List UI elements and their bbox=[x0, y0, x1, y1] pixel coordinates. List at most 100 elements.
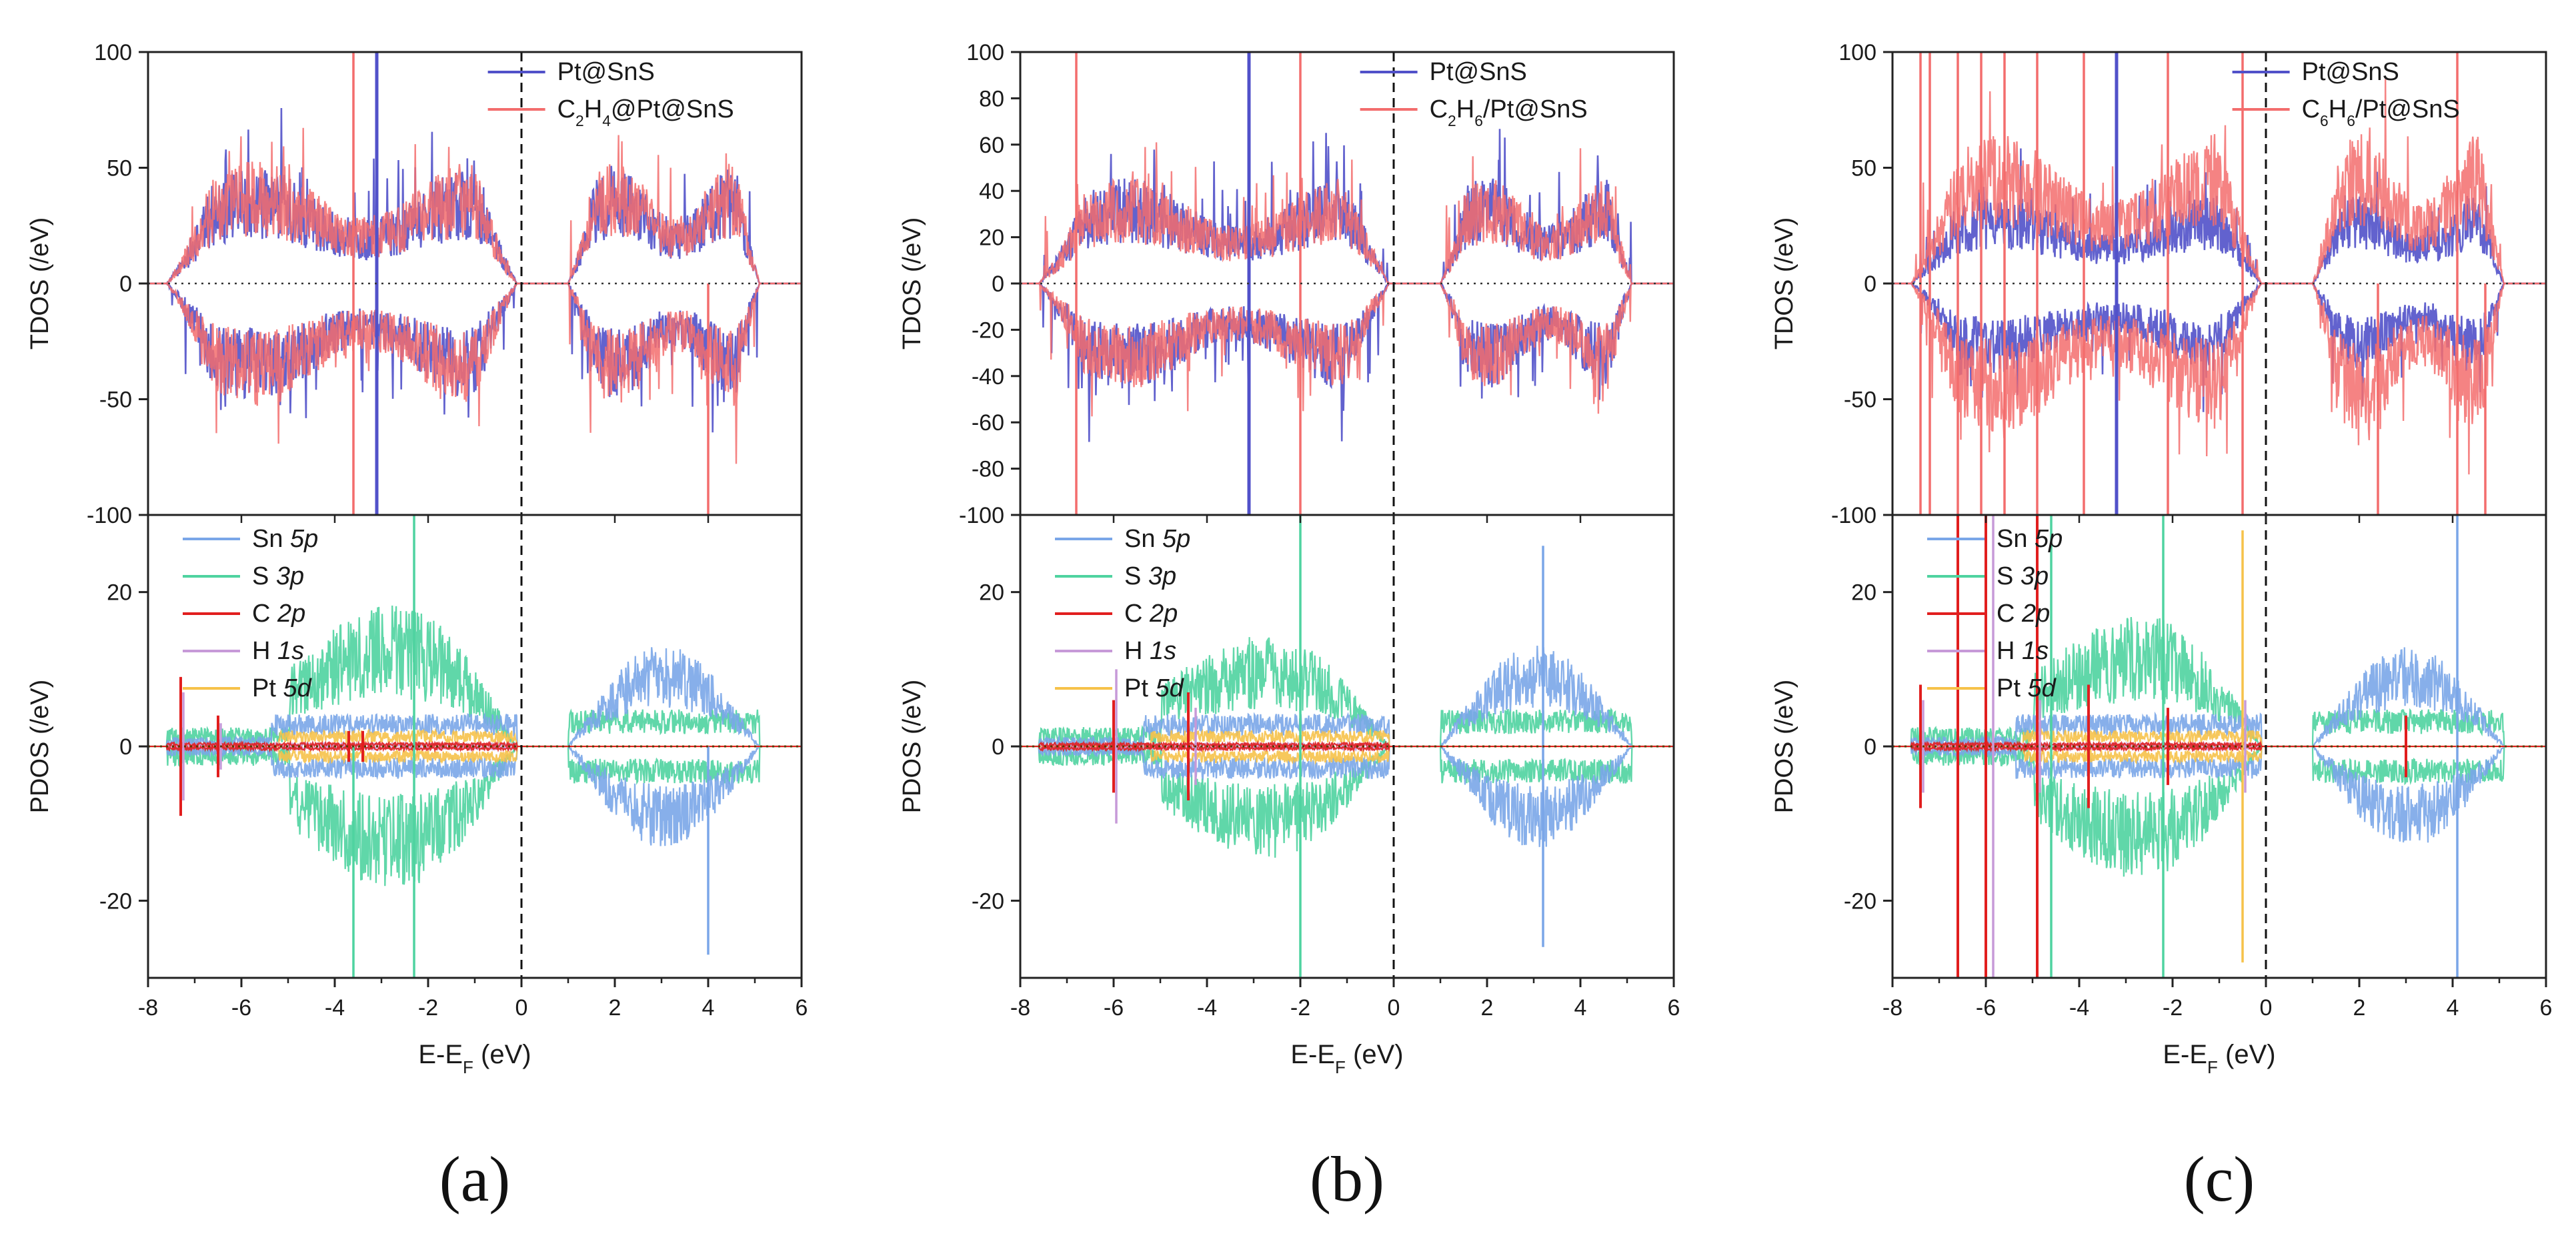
tdos-legend: Pt@SnS C2H4@Pt@SnS bbox=[487, 58, 734, 129]
pdos-legend-label-part-0: S bbox=[1997, 562, 2021, 590]
tdos-y-tick-label: -100 bbox=[959, 503, 1004, 528]
pdos-legend-label-part-1: 5d bbox=[1155, 674, 1184, 702]
x-tick-label: 0 bbox=[515, 995, 528, 1021]
pdos-line-s3p-spin-up bbox=[1020, 637, 1674, 748]
pdos-line-sn5p-spin-down bbox=[1892, 743, 2546, 843]
pdos-legend-label-part-1: 5d bbox=[2027, 674, 2057, 702]
pdos-curves bbox=[148, 515, 802, 978]
x-tick-label: -4 bbox=[2069, 995, 2089, 1021]
tdos-y-tick-label: 50 bbox=[1851, 156, 1876, 181]
tdos-axis-label: TDOS (/eV) bbox=[1770, 217, 1798, 350]
tdos-y-tick-label: -50 bbox=[1844, 388, 1876, 413]
tdos-legend-label-part-4: /Pt@SnS bbox=[2355, 95, 2460, 123]
pdos-line-sn5p-spin-up bbox=[148, 647, 802, 749]
tdos-legend-label: Pt@SnS bbox=[1430, 58, 1527, 86]
pdos-spikes bbox=[1919, 515, 2459, 978]
pdos-legend-label: Pt 5d bbox=[1997, 674, 2057, 702]
pdos-legend-label-part-1: 3p bbox=[276, 562, 304, 590]
tdos-line-pristine-spin-up bbox=[1892, 148, 2546, 285]
x-axis-label-part-1: F bbox=[1335, 1057, 1346, 1077]
pdos-y-tick-label: -20 bbox=[972, 888, 1004, 914]
pdos-legend-label-part-1: 3p bbox=[2021, 562, 2049, 590]
tdos-line-adsorbed-spin-up bbox=[1892, 79, 2546, 285]
tdos-legend-label: Pt@SnS bbox=[557, 58, 655, 86]
pdos-series-c2p bbox=[1020, 740, 1674, 753]
x-tick-label: 0 bbox=[1388, 995, 1400, 1021]
x-tick-label: -8 bbox=[138, 995, 158, 1021]
pdos-line-sn5p-spin-up bbox=[1020, 645, 1674, 749]
pdos-legend-label: S 3p bbox=[1124, 562, 1176, 590]
x-tick-label: 6 bbox=[2540, 995, 2553, 1021]
pdos-legend-label-part-0: S bbox=[1124, 562, 1148, 590]
pdos-y-tick-label: 20 bbox=[1851, 580, 1876, 606]
pdos-legend-label-part-1: 1s bbox=[1150, 637, 1176, 665]
pdos-line-c2p-spin-down bbox=[1892, 744, 2546, 753]
pdos-axis-label: PDOS (/eV) bbox=[1770, 680, 1798, 814]
pdos-legend-label: Sn 5p bbox=[1124, 525, 1190, 553]
x-axis-label: E-EF (eV) bbox=[2163, 1040, 2275, 1077]
tdos-series-adsorbed bbox=[1892, 79, 2546, 475]
x-axis-label-part-0: E-E bbox=[2163, 1040, 2207, 1069]
tdos-y-tick-label: -100 bbox=[1831, 503, 1876, 528]
tdos-series-pristine bbox=[148, 107, 802, 433]
x-tick-label: 0 bbox=[2260, 995, 2273, 1021]
pdos-legend-label-part-1: 2p bbox=[277, 600, 305, 628]
x-tick-label: 6 bbox=[796, 995, 808, 1021]
x-tick-label: -8 bbox=[1882, 995, 1902, 1021]
pdos-legend-label-part-1: 1s bbox=[277, 637, 304, 665]
axes: -8 -6 -4 -2 0 2 4 6100806040200-20-40-60-80-100… bbox=[898, 40, 1680, 1077]
tdos-legend: Pt@SnS C2H6/Pt@SnS bbox=[1360, 58, 1588, 129]
tdos-legend-label: C6H6/Pt@SnS bbox=[2302, 95, 2460, 129]
panel-letter: (a) bbox=[439, 1143, 511, 1215]
pdos-series-s3p bbox=[148, 605, 802, 886]
tdos-legend-label: C2H6/Pt@SnS bbox=[1430, 95, 1588, 129]
pdos-legend-label: H 1s bbox=[1997, 637, 2049, 665]
pdos-series-sn5p bbox=[148, 647, 802, 846]
pdos-y-tick-label: 0 bbox=[992, 734, 1004, 760]
pdos-series-s3p bbox=[1892, 617, 2546, 877]
tdos-line-adsorbed-spin-down bbox=[148, 282, 802, 464]
tdos-legend-label-part-2: H bbox=[584, 95, 602, 123]
pdos-line-s3p-spin-up bbox=[1892, 617, 2546, 748]
pdos-legend-label-part-0: H bbox=[1124, 637, 1150, 665]
pdos-y-tick-label: 20 bbox=[107, 580, 132, 606]
pdos-legend-label: S 3p bbox=[252, 562, 304, 590]
pdos-y-tick-label: 0 bbox=[1864, 734, 1876, 760]
tdos-legend-label-part-4: /Pt@SnS bbox=[1483, 95, 1588, 123]
pdos-legend-label-part-1: 5p bbox=[290, 525, 318, 553]
x-axis-label: E-EF (eV) bbox=[418, 1040, 531, 1077]
x-tick-label: -8 bbox=[1010, 995, 1030, 1021]
pdos-legend-label: C 2p bbox=[252, 600, 305, 628]
tdos-legend-label: Pt@SnS bbox=[2302, 58, 2399, 86]
x-tick-label: 2 bbox=[1481, 995, 1494, 1021]
pdos-legend-label: Pt 5d bbox=[252, 674, 313, 702]
pdos-legend-label-part-1: 3p bbox=[1148, 562, 1176, 590]
tdos-y-tick-label: 40 bbox=[979, 179, 1004, 204]
tdos-y-tick-label: 0 bbox=[1864, 271, 1876, 297]
pdos-legend-label-part-0: Pt bbox=[1997, 674, 2027, 702]
pdos-legend-label: C 2p bbox=[1997, 600, 2050, 628]
x-tick-label: 4 bbox=[1574, 995, 1587, 1021]
pdos-line-sn5p-spin-up bbox=[1892, 647, 2546, 749]
tdos-y-tick-label: 0 bbox=[119, 271, 132, 297]
tdos-legend-label-part-3: 4 bbox=[602, 112, 611, 129]
panel-letter: (c) bbox=[2184, 1143, 2255, 1215]
pdos-series-c2p bbox=[1892, 740, 2546, 753]
x-axis-label-part-0: E-E bbox=[418, 1040, 463, 1069]
x-tick-label: -2 bbox=[1290, 995, 1310, 1021]
pdos-legend-label-part-0: Pt bbox=[1124, 674, 1155, 702]
pdos-line-c2p-spin-down bbox=[1020, 744, 1674, 753]
pdos-legend-label: Sn 5p bbox=[1997, 525, 2063, 553]
x-tick-label: -2 bbox=[2163, 995, 2183, 1021]
tdos-y-tick-label: -40 bbox=[972, 364, 1004, 390]
pdos-legend-label-part-0: H bbox=[252, 637, 277, 665]
x-axis-label-part-1: F bbox=[2207, 1057, 2218, 1077]
tdos-y-tick-label: -50 bbox=[99, 388, 132, 413]
pdos-legend-label-part-0: Sn bbox=[1997, 525, 2035, 553]
tdos-line-adsorbed-spin-down bbox=[1020, 282, 1674, 417]
